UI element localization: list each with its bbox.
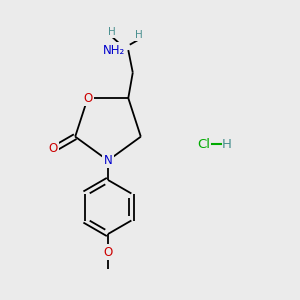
Text: O: O xyxy=(48,142,58,155)
Text: N: N xyxy=(103,154,112,167)
Text: H: H xyxy=(222,137,231,151)
Text: Cl: Cl xyxy=(197,137,211,151)
Text: O: O xyxy=(103,245,112,259)
Text: NH₂: NH₂ xyxy=(103,44,125,57)
Text: O: O xyxy=(83,92,92,105)
Text: H: H xyxy=(135,30,143,40)
Text: H: H xyxy=(108,27,116,37)
